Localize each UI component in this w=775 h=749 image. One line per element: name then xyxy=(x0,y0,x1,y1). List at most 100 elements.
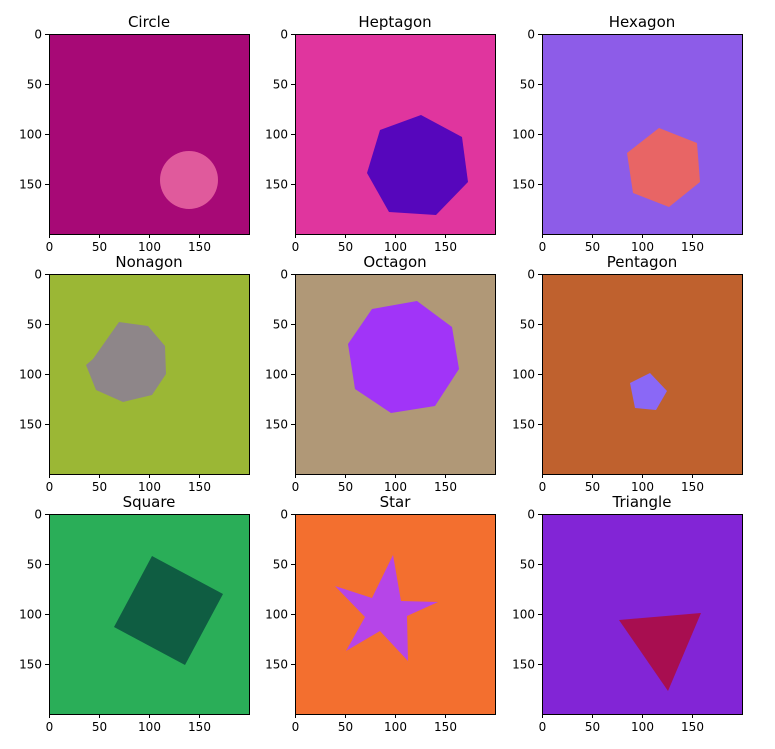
y-tick-label: 150 xyxy=(265,418,288,432)
triangle-shape xyxy=(619,613,701,691)
x-tick-label: 150 xyxy=(434,720,457,734)
x-tick-label: 100 xyxy=(138,480,161,494)
panel-nonagon: Nonagon 0 0 50 50 100 100 150 150 xyxy=(19,253,250,494)
panel-hexagon: Hexagon 0 0 50 50 100 100 150 150 xyxy=(512,13,743,254)
panel-title: Hexagon xyxy=(609,13,676,31)
y-tick-label: 100 xyxy=(512,608,535,622)
x-tick-label: 50 xyxy=(585,240,600,254)
x-tick-label: 50 xyxy=(92,240,107,254)
panel-pentagon: Pentagon 0 0 50 50 100 100 150 150 xyxy=(512,253,743,494)
hexagon-shape xyxy=(627,128,700,207)
panel-square: Square 0 0 50 50 100 100 150 150 xyxy=(19,493,250,734)
panel-title: Triangle xyxy=(612,493,672,511)
y-tick-label: 150 xyxy=(512,178,535,192)
x-tick-label: 0 xyxy=(292,240,300,254)
y-tick-label: 50 xyxy=(27,318,42,332)
y-tick-label: 0 xyxy=(34,28,42,42)
y-tick-label: 100 xyxy=(512,128,535,142)
y-tick-label: 0 xyxy=(34,268,42,282)
y-tick-label: 50 xyxy=(27,78,42,92)
y-tick-label: 0 xyxy=(280,508,288,522)
x-tick-label: 150 xyxy=(434,240,457,254)
panel-title: Pentagon xyxy=(607,253,678,271)
x-tick-label: 0 xyxy=(292,480,300,494)
panel-octagon: Octagon 0 0 50 50 100 100 150 150 xyxy=(265,253,496,494)
y-tick-label: 150 xyxy=(265,658,288,672)
x-tick-label: 50 xyxy=(92,720,107,734)
x-tick-label: 50 xyxy=(338,480,353,494)
x-tick-label: 150 xyxy=(434,480,457,494)
y-tick-label: 0 xyxy=(527,508,535,522)
x-tick-label: 50 xyxy=(338,720,353,734)
x-tick-label: 100 xyxy=(631,720,654,734)
x-tick-label: 0 xyxy=(292,720,300,734)
y-tick-label: 0 xyxy=(34,508,42,522)
x-tick-label: 0 xyxy=(46,480,54,494)
y-tick-label: 100 xyxy=(512,368,535,382)
y-tick-label: 150 xyxy=(19,178,42,192)
panel-title: Octagon xyxy=(363,253,426,271)
panel-title: Star xyxy=(380,493,412,511)
star-shape xyxy=(335,555,438,661)
y-tick-label: 150 xyxy=(265,178,288,192)
pentagon-shape xyxy=(630,373,667,410)
panel-title: Nonagon xyxy=(115,253,182,271)
x-tick-label: 100 xyxy=(138,240,161,254)
x-tick-label: 150 xyxy=(188,240,211,254)
x-tick-label: 150 xyxy=(188,480,211,494)
panel-title: Heptagon xyxy=(358,13,431,31)
y-tick-label: 0 xyxy=(527,268,535,282)
y-tick-label: 0 xyxy=(280,28,288,42)
x-tick-label: 50 xyxy=(92,480,107,494)
y-tick-label: 50 xyxy=(520,318,535,332)
x-tick-label: 100 xyxy=(631,240,654,254)
octagon-shape xyxy=(348,301,459,413)
y-tick-label: 0 xyxy=(527,28,535,42)
panel-star: Star 0 0 50 50 100 100 150 150 xyxy=(265,493,496,734)
y-tick-label: 50 xyxy=(520,558,535,572)
x-tick-label: 0 xyxy=(46,720,54,734)
panel-heptagon: Heptagon 0 0 50 50 100 100 150 150 xyxy=(265,13,496,254)
y-tick-label: 100 xyxy=(265,128,288,142)
y-tick-label: 50 xyxy=(273,318,288,332)
x-tick-label: 100 xyxy=(384,480,407,494)
y-tick-label: 100 xyxy=(19,608,42,622)
panel-background xyxy=(542,514,742,714)
x-tick-label: 50 xyxy=(585,720,600,734)
x-tick-label: 50 xyxy=(585,480,600,494)
x-tick-label: 100 xyxy=(384,240,407,254)
x-tick-label: 100 xyxy=(631,480,654,494)
x-tick-label: 150 xyxy=(681,240,704,254)
panel-title: Square xyxy=(123,493,176,511)
x-tick-label: 0 xyxy=(539,720,547,734)
panel-background xyxy=(542,34,742,234)
panel-triangle: Triangle 0 0 50 50 100 100 150 150 xyxy=(512,493,743,734)
panel-background xyxy=(49,34,249,234)
y-tick-label: 100 xyxy=(19,128,42,142)
y-tick-label: 100 xyxy=(265,368,288,382)
nonagon-shape xyxy=(86,322,166,402)
x-tick-label: 150 xyxy=(681,720,704,734)
y-tick-label: 50 xyxy=(273,558,288,572)
square-shape xyxy=(114,556,223,665)
x-tick-label: 150 xyxy=(188,720,211,734)
panel-circle: Circle 0 0 50 50 100 100 150 150 xyxy=(19,13,250,254)
x-tick-label: 50 xyxy=(338,240,353,254)
heptagon-shape xyxy=(367,115,468,215)
panel-background xyxy=(542,274,742,474)
y-tick-label: 50 xyxy=(27,558,42,572)
y-tick-label: 150 xyxy=(19,418,42,432)
y-tick-label: 150 xyxy=(512,658,535,672)
x-tick-label: 0 xyxy=(46,240,54,254)
x-tick-label: 0 xyxy=(539,480,547,494)
y-tick-label: 150 xyxy=(512,418,535,432)
y-tick-label: 100 xyxy=(265,608,288,622)
y-tick-label: 50 xyxy=(273,78,288,92)
x-tick-label: 100 xyxy=(138,720,161,734)
circle-shape xyxy=(160,151,218,209)
y-tick-label: 50 xyxy=(520,78,535,92)
y-tick-label: 150 xyxy=(19,658,42,672)
x-tick-label: 100 xyxy=(384,720,407,734)
x-tick-label: 0 xyxy=(539,240,547,254)
